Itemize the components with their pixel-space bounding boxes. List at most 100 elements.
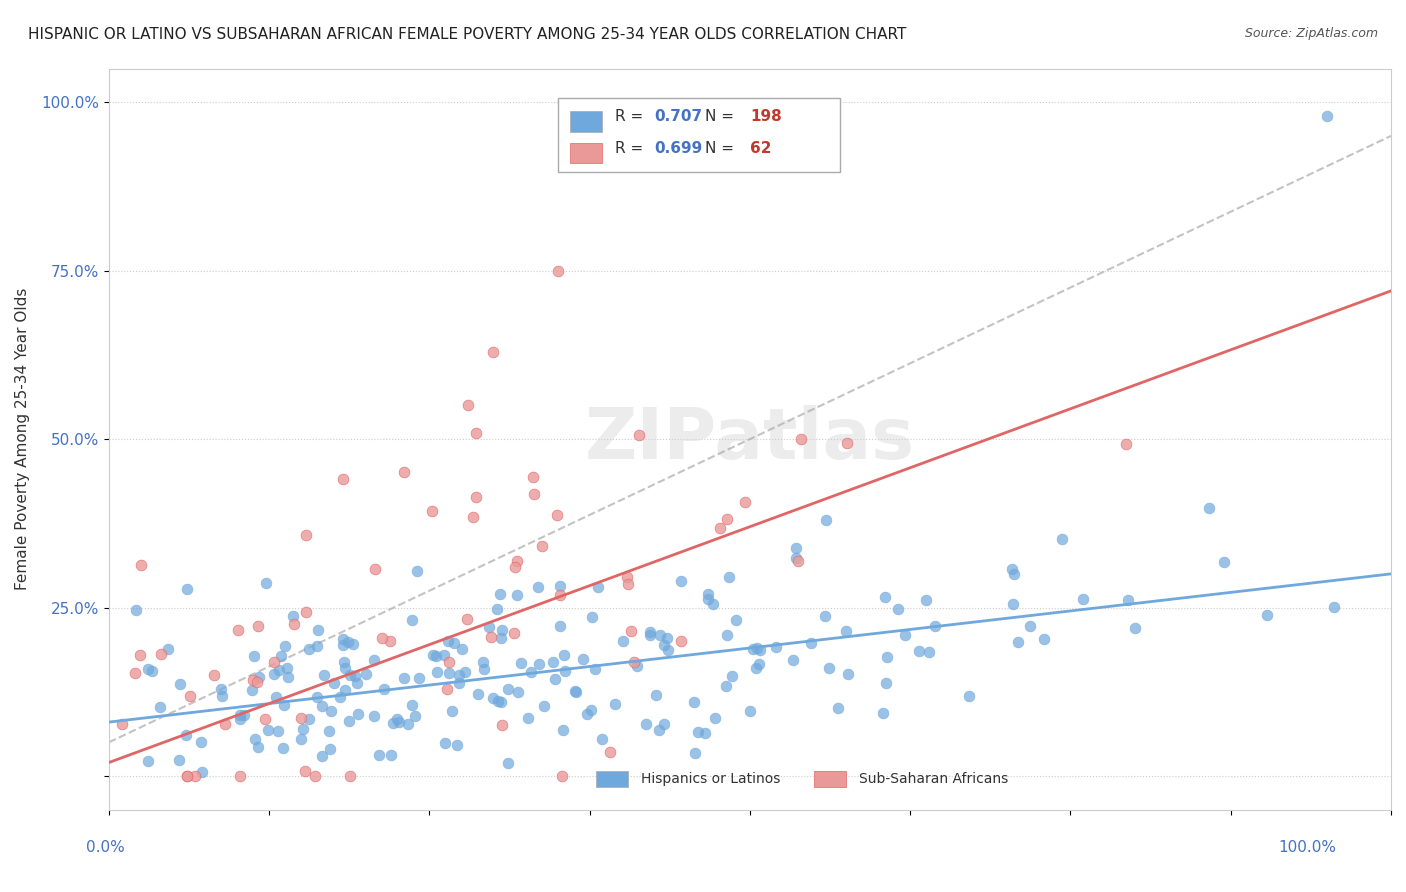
Hispanics or Latinos	[683, 746, 706, 760]
Hispanics or Latinos	[554, 664, 576, 678]
Hispanics or Latinos	[481, 691, 503, 706]
Hispanics or Latinos	[716, 628, 738, 642]
Hispanics or Latinos	[652, 717, 675, 731]
Text: 100.0%: 100.0%	[1278, 840, 1337, 855]
Sub-Saharan Africans	[124, 666, 146, 681]
Hispanics or Latinos	[242, 648, 264, 663]
Sub-Saharan Africans	[457, 399, 479, 413]
Hispanics or Latinos	[1032, 632, 1054, 647]
Hispanics or Latinos	[875, 676, 897, 690]
Hispanics or Latinos	[875, 591, 897, 605]
Hispanics or Latinos	[167, 753, 190, 767]
Hispanics or Latinos	[446, 739, 468, 753]
Hispanics or Latinos	[176, 582, 198, 596]
Hispanics or Latinos	[346, 676, 368, 690]
Sub-Saharan Africans	[420, 504, 443, 518]
Hispanics or Latinos	[440, 704, 463, 718]
Sub-Saharan Africans	[548, 589, 571, 603]
Sub-Saharan Africans	[363, 561, 385, 575]
Hispanics or Latinos	[329, 690, 352, 705]
Hispanics or Latinos	[344, 668, 367, 682]
Hispanics or Latinos	[583, 662, 606, 676]
Hispanics or Latinos	[591, 732, 613, 747]
Hispanics or Latinos	[256, 576, 278, 591]
Hispanics or Latinos	[125, 603, 148, 617]
Sub-Saharan Africans	[229, 769, 252, 783]
Text: 198: 198	[749, 109, 782, 124]
FancyBboxPatch shape	[571, 111, 602, 131]
Sub-Saharan Africans	[790, 432, 813, 446]
Sub-Saharan Africans	[247, 619, 270, 633]
Hispanics or Latinos	[246, 740, 269, 755]
Hispanics or Latinos	[626, 658, 648, 673]
Hispanics or Latinos	[392, 671, 415, 685]
Text: Hispanics or Latinos: Hispanics or Latinos	[641, 772, 780, 787]
Sub-Saharan Africans	[837, 435, 859, 450]
Sub-Saharan Africans	[465, 426, 488, 441]
Sub-Saharan Africans	[380, 634, 402, 648]
Hispanics or Latinos	[277, 671, 299, 685]
Hispanics or Latinos	[312, 668, 335, 682]
Hispanics or Latinos	[332, 632, 354, 646]
Hispanics or Latinos	[367, 747, 389, 762]
Hispanics or Latinos	[814, 609, 837, 624]
Sub-Saharan Africans	[1115, 437, 1137, 451]
Hispanics or Latinos	[872, 706, 894, 721]
Hispanics or Latinos	[478, 620, 501, 634]
Hispanics or Latinos	[380, 747, 402, 762]
Hispanics or Latinos	[229, 708, 252, 723]
Hispanics or Latinos	[474, 662, 496, 676]
Hispanics or Latinos	[434, 736, 457, 750]
Hispanics or Latinos	[190, 734, 212, 748]
Hispanics or Latinos	[347, 707, 370, 722]
Hispanics or Latinos	[1198, 500, 1220, 515]
Hispanics or Latinos	[1123, 621, 1146, 635]
Hispanics or Latinos	[548, 618, 571, 632]
Hispanics or Latinos	[818, 661, 841, 675]
Hispanics or Latinos	[496, 756, 519, 770]
Hispanics or Latinos	[335, 661, 357, 675]
Hispanics or Latinos	[740, 704, 762, 718]
Hispanics or Latinos	[510, 657, 533, 671]
Sub-Saharan Africans	[546, 508, 568, 523]
Hispanics or Latinos	[381, 715, 404, 730]
Hispanics or Latinos	[640, 628, 662, 642]
Hispanics or Latinos	[506, 685, 529, 699]
Hispanics or Latinos	[439, 666, 461, 681]
Hispanics or Latinos	[437, 633, 460, 648]
Sub-Saharan Africans	[294, 764, 316, 778]
Hispanics or Latinos	[263, 666, 285, 681]
Sub-Saharan Africans	[129, 558, 152, 573]
Hispanics or Latinos	[447, 676, 470, 690]
Hispanics or Latinos	[717, 570, 740, 584]
Hispanics or Latinos	[191, 764, 214, 779]
Hispanics or Latinos	[1071, 592, 1094, 607]
Hispanics or Latinos	[323, 676, 346, 690]
Hispanics or Latinos	[354, 667, 377, 681]
Hispanics or Latinos	[271, 741, 294, 756]
Sub-Saharan Africans	[599, 745, 621, 759]
Hispanics or Latinos	[697, 591, 720, 606]
Hispanics or Latinos	[702, 598, 724, 612]
Sub-Saharan Africans	[184, 769, 207, 783]
Hispanics or Latinos	[914, 592, 936, 607]
Sub-Saharan Africans	[479, 631, 502, 645]
Text: R =: R =	[616, 109, 648, 124]
Sub-Saharan Africans	[463, 510, 485, 524]
Hispanics or Latinos	[1001, 597, 1024, 611]
Hispanics or Latinos	[703, 711, 725, 725]
Text: 0.699: 0.699	[654, 141, 702, 156]
Hispanics or Latinos	[918, 645, 941, 659]
Hispanics or Latinos	[644, 688, 666, 702]
Hispanics or Latinos	[565, 685, 588, 699]
Hispanics or Latinos	[686, 725, 709, 739]
Hispanics or Latinos	[748, 643, 770, 657]
Hispanics or Latinos	[136, 754, 159, 768]
Hispanics or Latinos	[169, 677, 191, 691]
Sub-Saharan Africans	[491, 718, 513, 732]
Hispanics or Latinos	[273, 698, 295, 712]
Hispanics or Latinos	[516, 711, 538, 725]
Hispanics or Latinos	[307, 623, 329, 637]
Hispanics or Latinos	[1256, 608, 1278, 623]
Hispanics or Latinos	[785, 541, 807, 555]
